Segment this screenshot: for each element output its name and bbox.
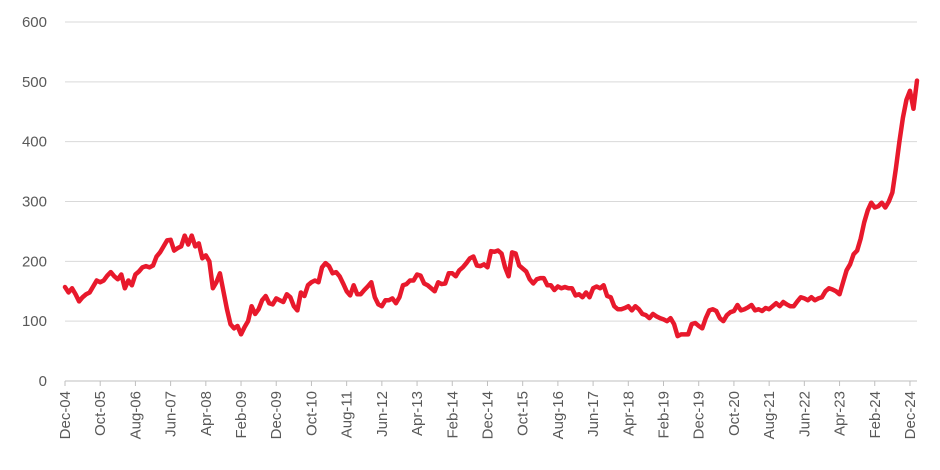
x-tick-label: Apr-23 bbox=[832, 391, 849, 436]
x-axis-tick-labels: Dec-04 Oct-05 Aug-06 Jun-07 Apr-08 Feb-09 Dec-… bbox=[57, 381, 919, 439]
x-tick-label: Aug-21 bbox=[761, 391, 778, 439]
x-tick-label: Dec-19 bbox=[691, 391, 708, 439]
x-tick-label: Jun-12 bbox=[374, 391, 391, 437]
y-gridlines bbox=[65, 21, 917, 322]
y-axis-tick-labels: 0 100 200 300 400 500 600 bbox=[22, 14, 47, 390]
x-tick-label: Oct-10 bbox=[303, 391, 320, 436]
x-tick-label: Feb-19 bbox=[656, 391, 673, 439]
x-tick-label: Apr-08 bbox=[198, 391, 215, 436]
x-tick-label: Feb-24 bbox=[867, 391, 884, 439]
x-tick-label: Dec-24 bbox=[902, 391, 919, 439]
series-layer bbox=[62, 78, 920, 339]
x-tick-label: Oct-15 bbox=[515, 391, 532, 436]
x-tick-label: Dec-09 bbox=[268, 391, 285, 439]
y-tick-label: 300 bbox=[22, 194, 47, 211]
x-tick-label: Dec-04 bbox=[57, 391, 74, 439]
x-tick-label: Apr-13 bbox=[409, 391, 426, 436]
x-tick-label: Jun-22 bbox=[796, 391, 813, 437]
x-tick-label: Aug-11 bbox=[339, 391, 356, 438]
x-tick-label: Feb-14 bbox=[444, 391, 461, 439]
series-line-0 bbox=[62, 78, 920, 339]
x-tick-label: Dec-14 bbox=[479, 391, 496, 439]
y-tick-label: 500 bbox=[22, 74, 47, 91]
x-tick-label: Jun-07 bbox=[163, 391, 180, 437]
x-tick-label: Aug-16 bbox=[550, 391, 567, 439]
y-tick-label: 0 bbox=[39, 373, 47, 390]
x-tick-label: Oct-05 bbox=[92, 391, 109, 436]
x-tick-label: Aug-06 bbox=[127, 391, 144, 439]
x-tick-label: Oct-20 bbox=[726, 391, 743, 436]
y-tick-label: 400 bbox=[22, 134, 47, 151]
y-tick-label: 200 bbox=[22, 253, 47, 270]
y-tick-label: 100 bbox=[22, 313, 47, 330]
y-tick-label: 600 bbox=[22, 14, 47, 31]
x-tick-label: Apr-18 bbox=[620, 391, 637, 436]
x-tick-label: Jun-17 bbox=[585, 391, 602, 437]
x-tick-label: Feb-09 bbox=[233, 391, 250, 439]
